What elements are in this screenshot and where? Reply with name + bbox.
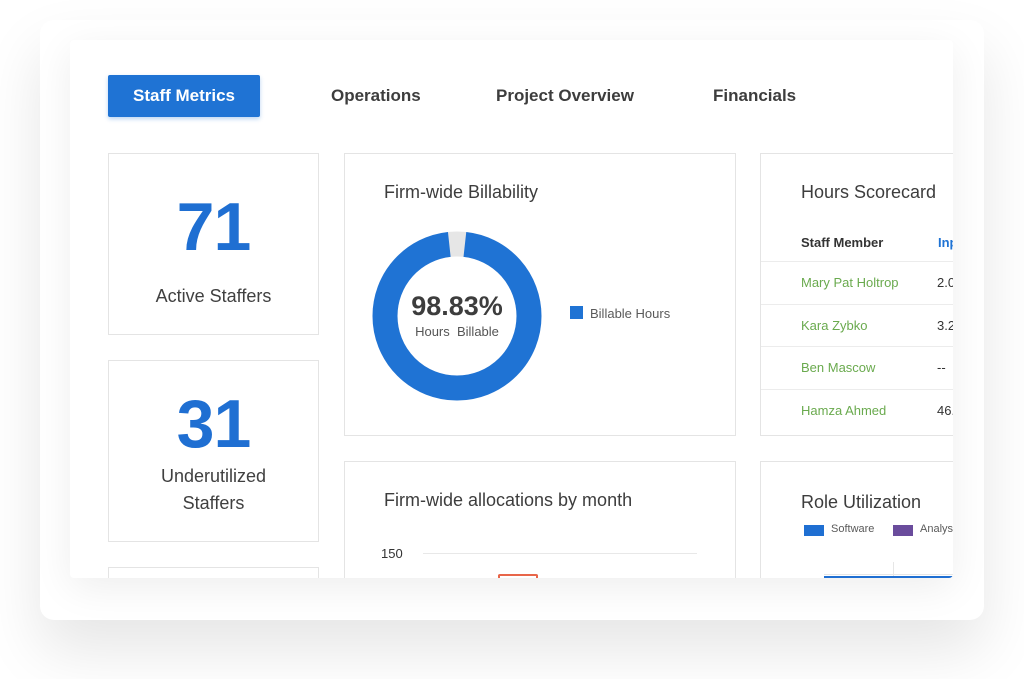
staff-name-link[interactable]: Mary Pat Holtrop	[801, 275, 899, 290]
gridline	[423, 553, 697, 554]
underutilized-label-line1: Underutilized	[160, 466, 267, 486]
billability-percent: 98.83%	[411, 291, 503, 321]
billability-sub-label: Hours Billable	[415, 324, 499, 339]
table-row: Kara Zybko 3.2	[761, 304, 953, 347]
table-row: Mary Pat Holtrop 2.0	[761, 261, 953, 304]
gridline	[824, 574, 953, 575]
role-utilization-card: Role Utilization Software Analys	[760, 461, 953, 578]
allocations-card: Firm-wide allocations by month 150	[344, 461, 736, 578]
billability-card: Firm-wide Billability 98.83% Hours Billa…	[344, 153, 736, 436]
table-row: Ben Mascow --	[761, 346, 953, 389]
underutilized-staffers-count: 31	[176, 386, 252, 462]
analyst-swatch	[893, 525, 913, 536]
staff-hours-value: 2.0	[937, 275, 953, 290]
staff-hours-value: 46.	[937, 403, 953, 418]
billability-title: Firm-wide Billability	[384, 182, 539, 202]
staff-name-link[interactable]: Ben Mascow	[801, 360, 876, 375]
tab-operations[interactable]: Operations	[331, 86, 421, 105]
y-tick-150: 150	[381, 546, 403, 561]
active-staffers-count: 71	[176, 189, 252, 265]
active-staffers-card: 71 Active Staffers	[108, 153, 319, 335]
tab-project-overview[interactable]: Project Overview	[496, 86, 634, 105]
tab-bar: Staff Metrics Operations Project Overvie…	[108, 75, 953, 118]
active-staffers-label: Active Staffers	[155, 286, 272, 306]
software-legend: Software	[831, 523, 875, 535]
allocations-title: Firm-wide allocations by month	[384, 490, 633, 510]
donut-billable-arc	[372, 231, 542, 401]
software-utilization-bar[interactable]	[824, 576, 953, 578]
underutilized-staffers-card: 31 Underutilized Staffers	[108, 360, 319, 542]
staff-name-link[interactable]: Hamza Ahmed	[801, 403, 887, 418]
billable-hours-legend: Billable Hours	[590, 306, 671, 321]
col-staff-member[interactable]: Staff Member	[801, 235, 884, 250]
col-inputs[interactable]: Inp	[938, 235, 953, 250]
staff-hours-value: --	[937, 360, 946, 375]
gridline	[893, 562, 894, 578]
underutilized-label-line2: Staffers	[182, 493, 245, 513]
tab-staff-metrics[interactable]: Staff Metrics	[108, 75, 260, 117]
software-swatch	[804, 525, 824, 536]
scorecard-title: Hours Scorecard	[801, 182, 937, 202]
staff-hours-value: 3.2	[937, 318, 953, 333]
analyst-legend: Analys	[920, 523, 953, 535]
allocation-bar[interactable]	[498, 574, 538, 578]
table-row: Hamza Ahmed 46.	[761, 389, 953, 432]
billability-donut	[372, 231, 542, 401]
role-utilization-title: Role Utilization	[801, 492, 922, 512]
staff-name-link[interactable]: Kara Zybko	[801, 318, 868, 333]
dashboard-window: Staff Metrics Operations Project Overvie…	[70, 40, 953, 578]
tab-financials[interactable]: Financials	[713, 86, 797, 105]
billable-hours-swatch	[570, 306, 583, 319]
partial-metric-card	[108, 567, 319, 578]
hours-scorecard-card: Hours Scorecard Staff Member Inp Mary Pa…	[760, 153, 953, 436]
